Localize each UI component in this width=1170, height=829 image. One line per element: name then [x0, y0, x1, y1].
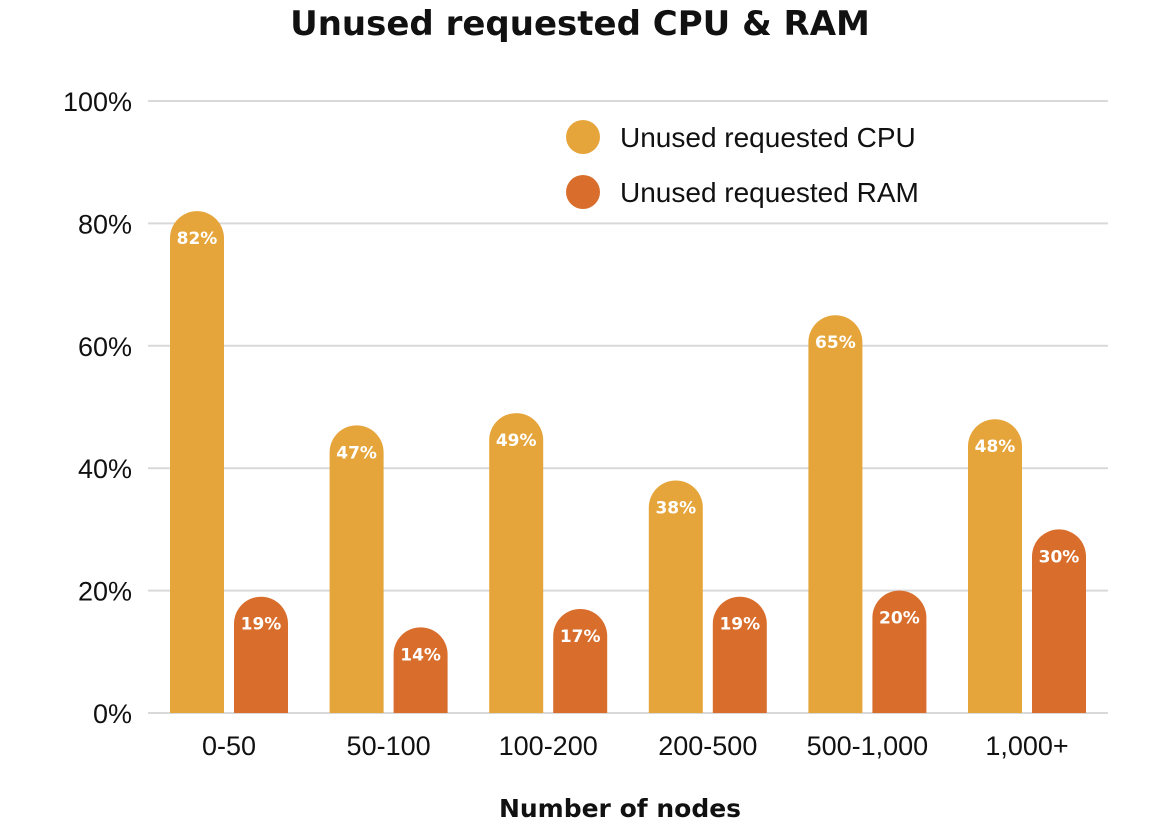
x-tick-label: 200-500 — [658, 731, 757, 761]
bar — [553, 608, 608, 713]
y-tick-label: 60% — [78, 332, 132, 362]
bar — [872, 590, 927, 713]
bar-value-label: 65% — [815, 333, 856, 353]
y-tick-label: 0% — [93, 699, 132, 729]
bar — [234, 596, 288, 713]
bar — [170, 211, 224, 713]
bar-value-label: 48% — [975, 437, 1016, 457]
legend-marker — [566, 175, 600, 209]
bar-value-label: 82% — [177, 229, 218, 249]
bar-value-label: 19% — [241, 615, 282, 635]
bars: 82% 19% 47% 14% 49% 17% 38% 19% 65% 20% 48% 30% — [170, 211, 1086, 713]
x-axis-label: Number of nodes — [499, 794, 741, 823]
bar-value-label: 19% — [719, 615, 760, 635]
bar-value-label: 14% — [400, 645, 441, 665]
y-tick-label: 40% — [78, 454, 132, 484]
x-tick-label: 100-200 — [499, 731, 598, 761]
y-tick-label: 20% — [78, 577, 132, 607]
bar-value-label: 47% — [336, 443, 377, 463]
chart-title: Unused requested CPU & RAM — [290, 4, 870, 44]
x-axis-categories: 0-50 50-100 100-200 200-500 500-1,000 1,000+ — [202, 731, 1069, 761]
bar — [1032, 529, 1086, 713]
bar — [489, 413, 544, 713]
legend-label: Unused requested CPU — [620, 122, 916, 153]
x-tick-label: 0-50 — [202, 731, 256, 761]
y-axis-ticks: 0% 20% 40% 60% 80% 100% — [63, 87, 132, 729]
bar — [329, 425, 384, 713]
bar — [393, 627, 448, 713]
y-tick-label: 80% — [78, 209, 132, 239]
legend-marker — [566, 120, 600, 154]
bar-value-label: 30% — [1039, 547, 1080, 567]
bar-value-label: 20% — [879, 609, 920, 629]
bar — [712, 596, 767, 713]
bar-value-label: 38% — [655, 498, 696, 518]
x-tick-label: 50-100 — [347, 731, 431, 761]
bar — [808, 315, 863, 713]
gridlines — [148, 100, 1108, 714]
bar — [968, 419, 1022, 713]
legend-label: Unused requested RAM — [620, 177, 919, 208]
bar-value-label: 49% — [496, 431, 537, 451]
legend: Unused requested CPU Unused requested RAM — [566, 120, 919, 209]
x-tick-label: 1,000+ — [985, 731, 1068, 761]
x-tick-label: 500-1,000 — [807, 731, 929, 761]
y-tick-label: 100% — [63, 87, 132, 117]
bar-value-label: 17% — [560, 627, 601, 647]
bar — [648, 480, 703, 713]
